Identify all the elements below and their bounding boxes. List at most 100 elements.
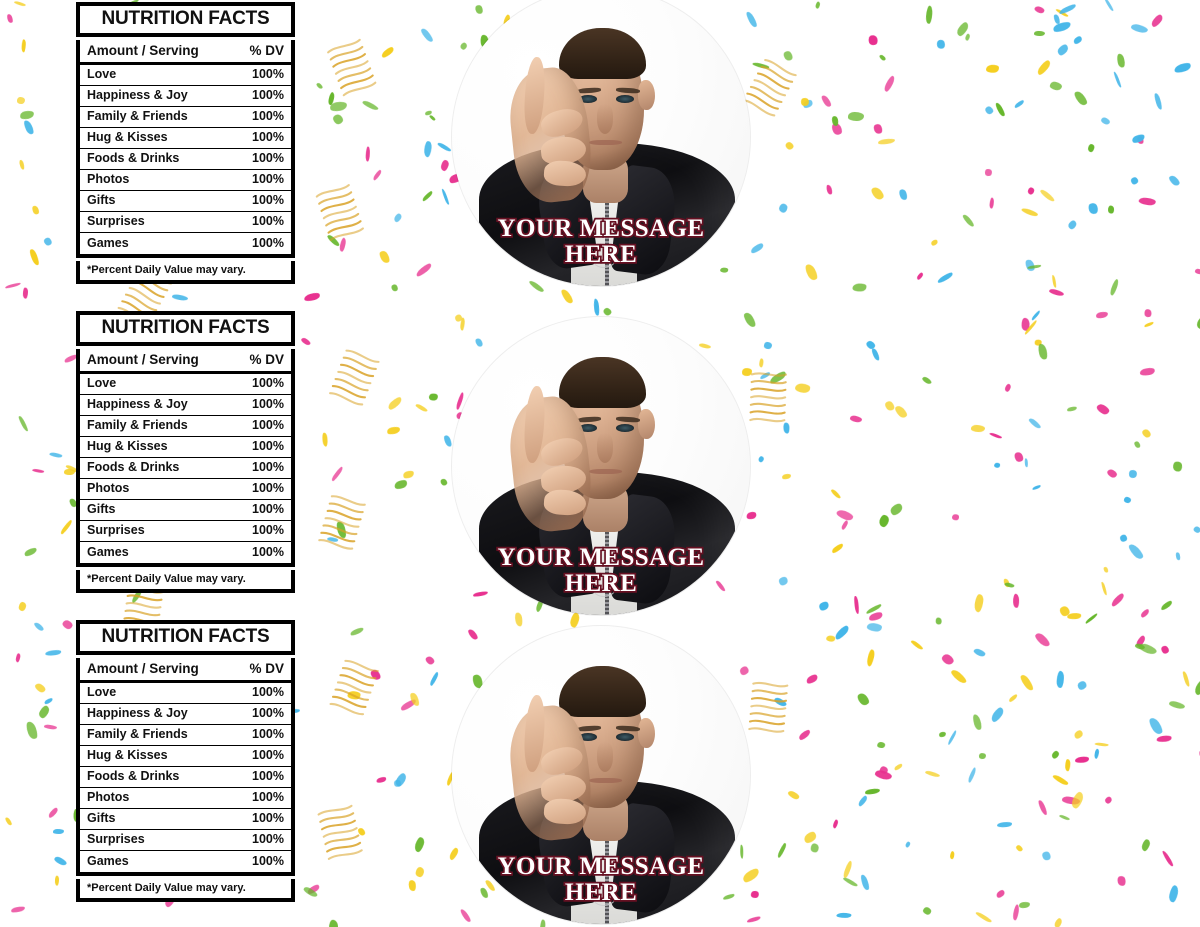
confetti-piece [867,34,879,47]
nutrition-row-label: Hug & Kisses [87,130,168,145]
nutrition-row-value: 100% [252,502,284,517]
confetti-piece [1039,188,1056,203]
confetti-piece [1139,608,1150,619]
confetti-piece [1053,916,1064,927]
confetti-piece [749,241,765,255]
confetti-piece [321,432,328,447]
confetti-piece [1074,756,1089,764]
confetti-piece [1104,0,1115,12]
confetti-piece [865,602,883,615]
confetti-piece [1099,116,1111,127]
portrait-eye-right [615,733,634,741]
confetti-piece [347,690,361,700]
streamer-icon [327,38,377,97]
confetti-piece [893,762,903,772]
confetti-piece [1024,458,1029,468]
portrait-ear [638,80,655,111]
nutrition-row: Gifts 100% [80,191,291,212]
confetti-piece [1194,268,1200,275]
nutrition-row-label: Love [87,376,117,391]
nutrition-row-label: Surprises [87,523,145,538]
nutrition-title-box-2: NUTRITION FACTS [76,311,295,346]
portrait-mouth [589,468,622,475]
nutrition-row: Photos 100% [80,170,291,191]
nutrition-row-value: 100% [252,685,284,700]
amount-serving-header: Amount / Serving [87,660,199,676]
confetti-piece [1076,679,1089,692]
nutrition-footnote-box-2: *Percent Daily Value may vary. [76,569,295,593]
nutrition-row: Family & Friends 100% [80,416,291,437]
confetti-piece [852,283,867,293]
confetti-piece [830,122,844,137]
photo-sticker-2: YOUR MESSAGE HERE [452,317,750,615]
portrait-jacket-zipper [605,525,610,615]
confetti-piece [1095,402,1111,416]
confetti-piece [985,64,999,74]
confetti-piece [1161,850,1175,868]
confetti-piece [1033,339,1042,346]
nutrition-row-label: Happiness & Joy [87,397,188,412]
confetti-piece [750,890,759,899]
confetti-piece [905,841,912,849]
confetti-piece [1159,599,1174,612]
confetti-piece [60,619,74,631]
nutrition-table-1: Amount / Serving% DV Love 100% Happiness & … [76,39,295,258]
confetti-piece [786,789,800,801]
confetti-piece [419,27,435,44]
confetti-piece [810,843,818,853]
portrait-mouth [589,777,622,784]
confetti-piece [1027,186,1035,195]
nutrition-row-value: 100% [252,748,284,763]
confetti-piece [864,338,877,351]
confetti-piece [1035,58,1053,77]
nutrition-row: Foods & Drinks 100% [80,149,291,170]
nutrition-row: Love 100% [80,65,291,86]
confetti-piece [1070,791,1085,810]
confetti-piece [1013,450,1026,464]
streamer-icon [315,184,364,241]
portrait-eye-left [578,95,597,103]
confetti-piece [28,248,41,266]
confetti-piece [1130,133,1147,145]
confetti-piece [854,595,860,614]
confetti-piece [773,696,788,708]
confetti-piece [392,212,403,224]
confetti-piece [847,111,864,121]
confetti-piece [1094,748,1100,759]
confetti-piece [1100,581,1108,596]
portrait-mouth [589,139,622,146]
confetti-piece [1084,612,1098,624]
confetti-piece [1103,795,1113,806]
confetti-piece [325,234,341,248]
confetti-piece [1072,35,1084,46]
confetti-piece [423,654,436,666]
confetti-piece [831,542,844,554]
nutrition-row: Hug & Kisses 100% [80,437,291,458]
confetti-piece [1072,728,1085,740]
streamer-icon [749,372,787,423]
confetti-piece [803,263,819,282]
confetti-piece [797,728,811,741]
confetti-piece [171,293,188,302]
portrait-ear [638,718,655,749]
sticker-caption-line-2: HERE [563,569,638,598]
confetti-piece [386,395,403,412]
confetti-piece [971,714,983,732]
nutrition-row-value: 100% [252,151,284,166]
sticker-caption-3: YOUR MESSAGE HERE [452,852,750,907]
confetti-piece [972,647,986,658]
confetti-piece [43,724,57,731]
confetti-piece [19,159,26,171]
nutrition-label-1: NUTRITION FACTS Amount / Serving % DV Love 1… [76,2,295,284]
confetti-piece [842,876,859,888]
percent-dv-header: % DV [249,660,284,676]
confetti-piece [59,519,74,536]
streamer-icon [317,804,363,860]
confetti-piece [390,283,400,294]
confetti-piece [849,414,863,424]
confetti-piece [441,187,451,205]
portrait-nose [596,433,613,464]
confetti-piece [1128,469,1138,480]
sticker-caption-line-2: HERE [563,878,638,907]
confetti-piece [777,575,790,588]
